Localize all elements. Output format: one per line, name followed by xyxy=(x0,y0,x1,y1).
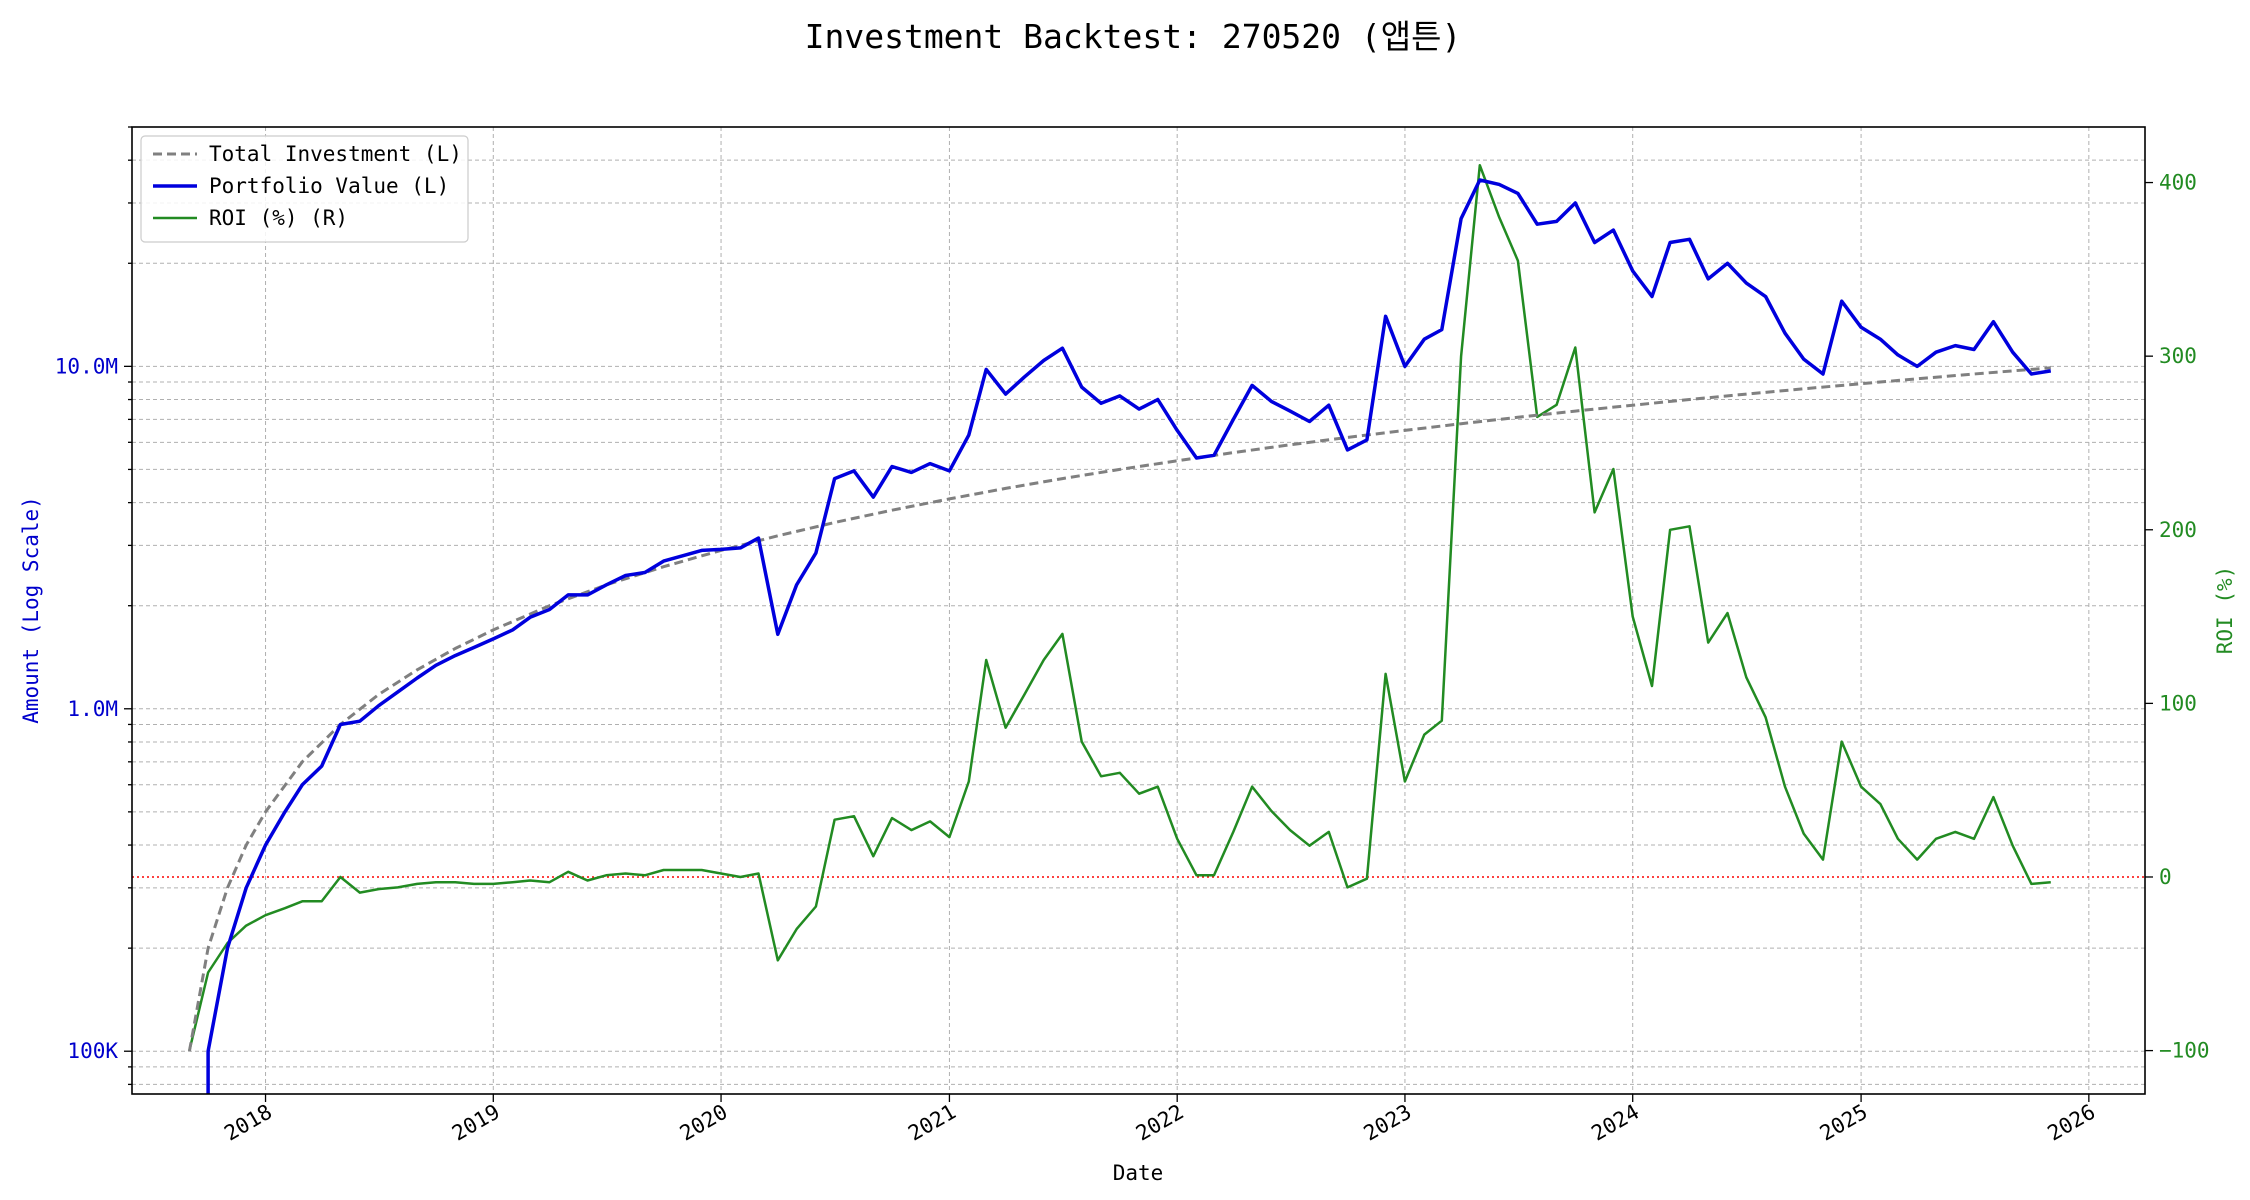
legend-box xyxy=(140,135,469,243)
series-layer xyxy=(187,163,2052,1094)
series-line-portfolio-value xyxy=(206,178,2052,1094)
left-tick-label: 100K xyxy=(67,1039,118,1063)
x-tick-label: 2019 xyxy=(448,1100,504,1146)
y-axis-right-label: ROI (%) xyxy=(2213,566,2237,655)
right-tick-label: 200 xyxy=(2159,518,2197,542)
right-tick-label: 300 xyxy=(2159,344,2197,368)
y-axis-left-label: Amount (Log Scale) xyxy=(19,496,43,724)
left-axis: 100K 1.0M 10.0M xyxy=(55,126,132,1086)
right-tick-label: 400 xyxy=(2159,171,2197,195)
plot-frame xyxy=(131,126,2146,1095)
series-line-roi xyxy=(188,163,2051,1051)
x-tick-label: 2023 xyxy=(1360,1100,1416,1146)
legend-label-total-investment: Total Investment (L) xyxy=(209,142,462,166)
right-tick-label: 0 xyxy=(2159,865,2172,889)
x-tick-label: 2024 xyxy=(1587,1100,1643,1146)
left-tick-label: 10.0M xyxy=(55,354,118,378)
legend-label-portfolio-value: Portfolio Value (L) xyxy=(209,174,449,198)
legend-label-roi: ROI (%) (R) xyxy=(209,206,348,230)
chart-title: Investment Backtest: 270520 (앱튼) xyxy=(805,17,1462,56)
x-tick-label: 2021 xyxy=(904,1100,960,1146)
x-tick-label: 2020 xyxy=(676,1100,732,1146)
x-axis: 2018 2019 2020 2021 2022 2023 2024 2025 2026 xyxy=(220,1094,2099,1146)
x-tick-label: 2026 xyxy=(2044,1100,2100,1146)
x-tick-label: 2025 xyxy=(1816,1100,1872,1146)
right-tick-label: 100 xyxy=(2159,691,2197,715)
x-tick-label: 2018 xyxy=(220,1100,276,1146)
x-tick-label: 2022 xyxy=(1132,1100,1188,1146)
right-axis: −100 0 100 200 300 400 xyxy=(2145,171,2210,1063)
left-tick-label: 1.0M xyxy=(67,697,118,721)
grid-lines xyxy=(132,126,2145,1094)
right-tick-label: −100 xyxy=(2159,1039,2210,1063)
series-line-total-investment xyxy=(187,366,2051,1052)
legend: Total Investment (L) Portfolio Value (L)… xyxy=(140,135,469,243)
x-axis-label: Date xyxy=(1113,1161,1164,1185)
